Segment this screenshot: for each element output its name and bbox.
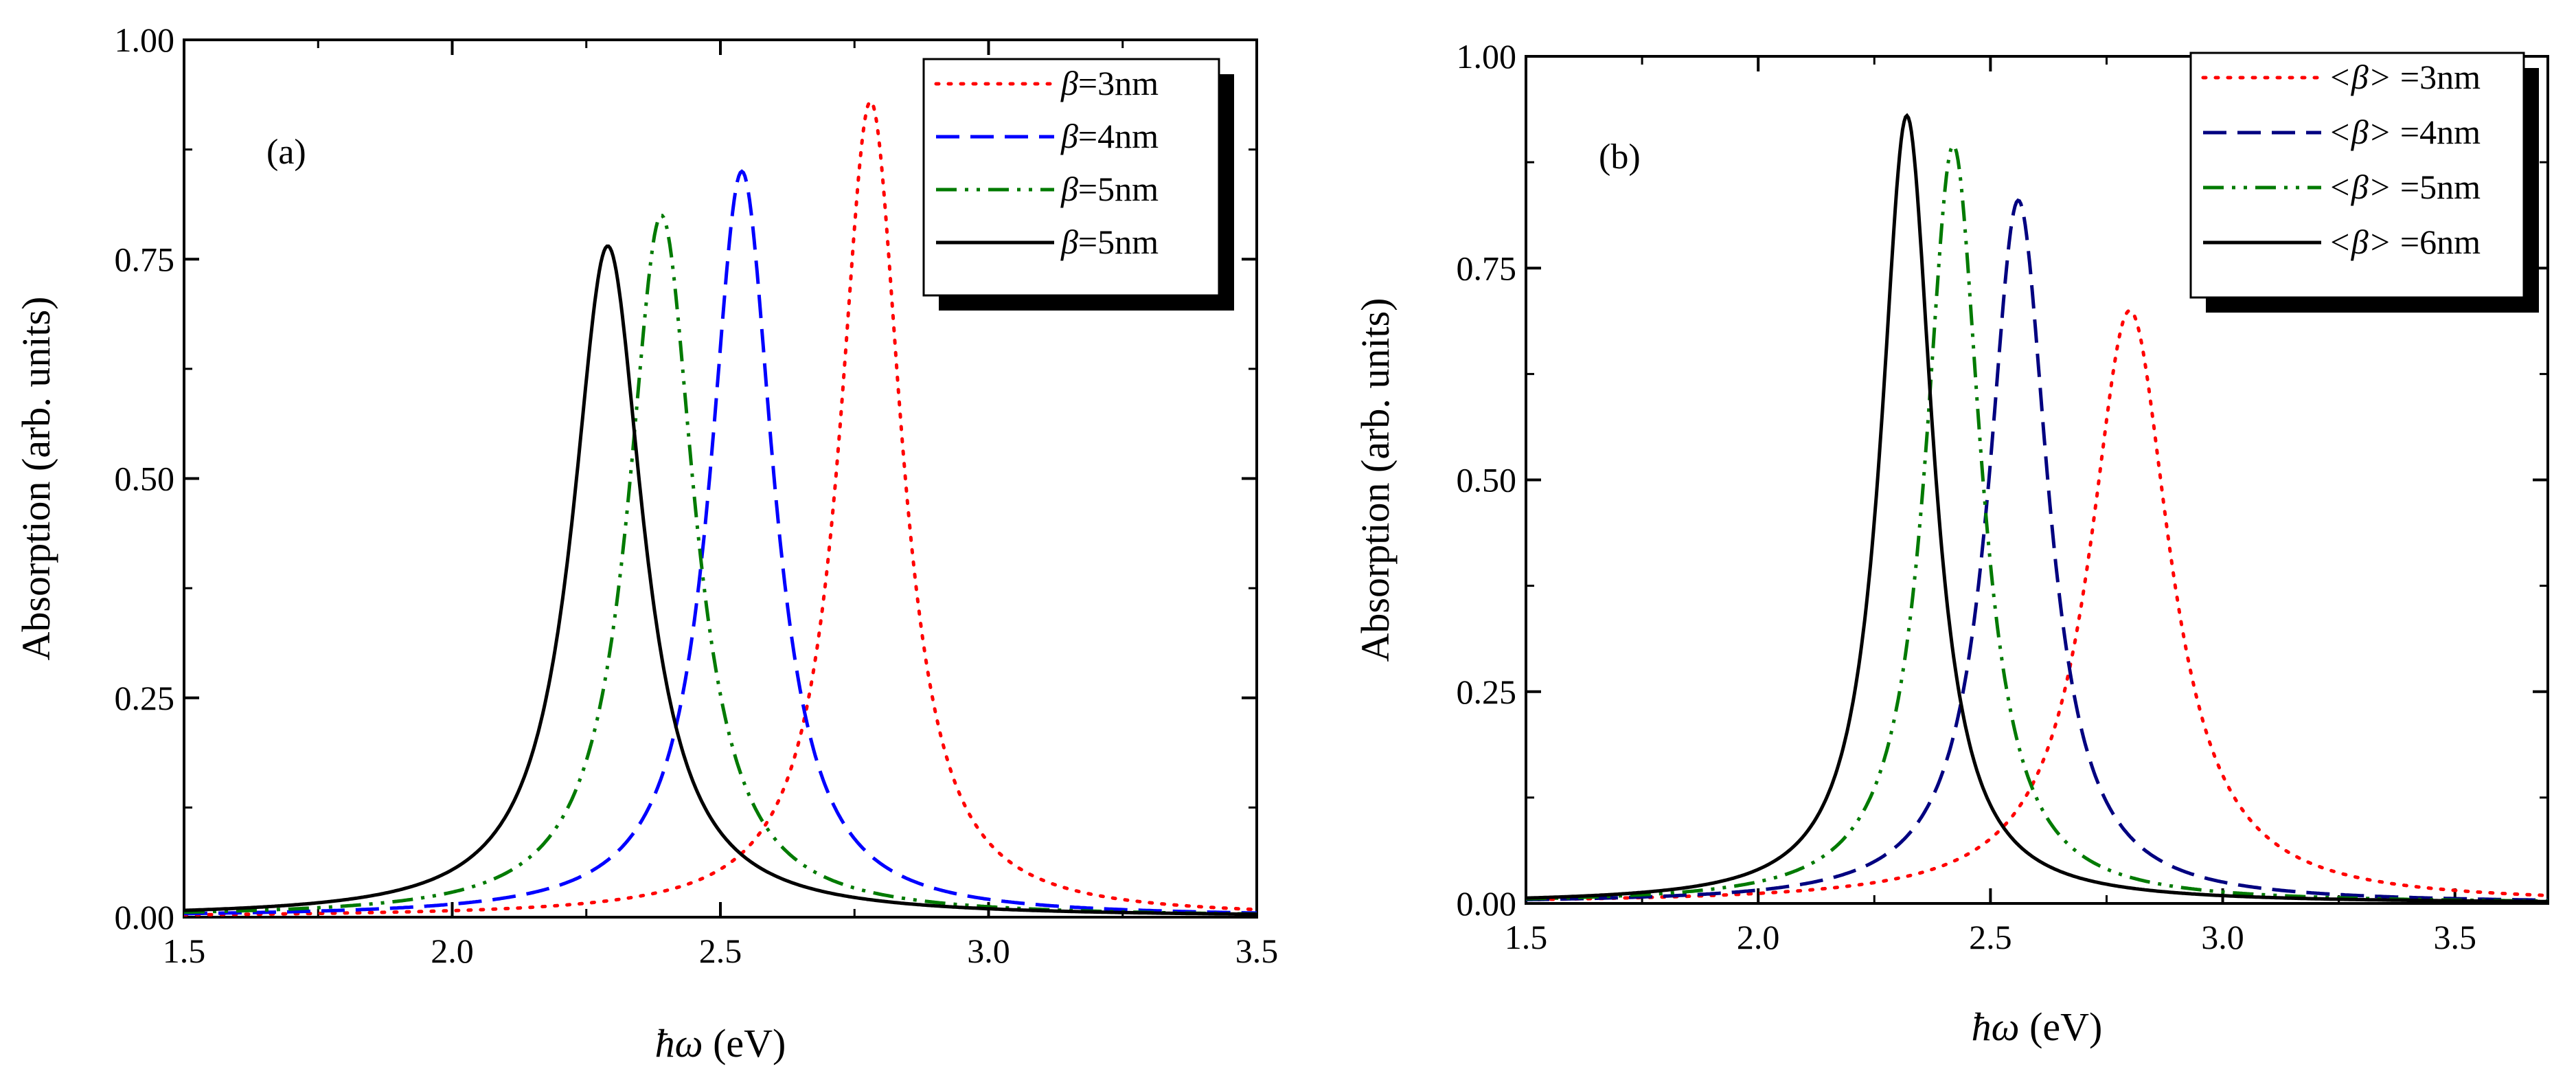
x-tick-label: 1.5 (1505, 918, 1548, 956)
y-axis-title: Absorption (arb. units) (1353, 298, 1398, 662)
x-tick-label: 1.5 (163, 932, 206, 970)
x-tick-label: 3.5 (1235, 932, 1279, 970)
legend-value: =3nm (1078, 64, 1159, 102)
legend-value: =6nm (2391, 223, 2481, 261)
y-tick-label: 0.25 (115, 679, 175, 717)
x-tick-label: 3.5 (2433, 918, 2476, 956)
x-tick-label: 2.5 (699, 932, 742, 970)
y-tick-label: 1.00 (115, 21, 175, 59)
x-tick-label: 2.0 (431, 932, 474, 970)
legend-label-3: <β> =5nm (2328, 168, 2481, 206)
y-tick-label: 1.00 (1457, 37, 1517, 76)
panel-label: (a) (266, 133, 306, 172)
legend-symbol: <β> (2328, 168, 2391, 206)
legend-value: =5nm (2391, 168, 2481, 206)
y-tick-label: 0.50 (1457, 461, 1517, 499)
x-axis-title: ħω (eV) (655, 1021, 786, 1066)
legend-symbol: β (1060, 223, 1078, 261)
x-tick-label: 2.5 (1969, 918, 2012, 956)
legend-value: =4nm (1078, 117, 1159, 155)
legend-symbol: <β> (2328, 223, 2391, 261)
series-line-4 (184, 244, 1257, 916)
series-line-2 (1526, 198, 2548, 902)
legend-symbol: β (1060, 64, 1078, 102)
legend-value: =3nm (2391, 58, 2481, 96)
x-axis-title: ħω (eV) (1972, 1004, 2103, 1049)
legend-box (2189, 52, 2525, 299)
legend-box (922, 58, 1220, 297)
x-axis-unit: (eV) (2020, 1004, 2103, 1049)
y-tick-label: 0.50 (115, 460, 175, 498)
x-axis-unit: (eV) (703, 1021, 786, 1066)
legend-label-4: β=5nm (1060, 223, 1159, 261)
legend-label-2: <β> =4nm (2328, 113, 2481, 151)
legend-value: =5nm (1078, 223, 1159, 261)
x-axis-symbol: ħω (655, 1021, 703, 1066)
y-tick-label: 0.25 (1457, 673, 1517, 711)
legend-symbol: <β> (2328, 113, 2391, 151)
y-tick-label: 0.75 (115, 240, 175, 278)
legend-label-1: β=3nm (1060, 64, 1159, 102)
series-line-3 (1526, 143, 2548, 903)
y-tick-label: 0.00 (115, 898, 175, 936)
series-line-1 (184, 99, 1257, 916)
x-tick-label: 2.0 (1737, 918, 1780, 956)
y-tick-label: 0.00 (1457, 884, 1517, 923)
legend-label-1: <β> =3nm (2328, 58, 2481, 96)
y-tick-label: 0.75 (1457, 249, 1517, 287)
x-axis-symbol: ħω (1972, 1004, 2020, 1049)
legend-symbol: β (1060, 170, 1078, 208)
y-axis-title: Absorption (arb. units) (14, 297, 58, 661)
x-tick-label: 3.0 (967, 932, 1010, 970)
x-tick-label: 3.0 (2201, 918, 2244, 956)
legend-symbol: β (1060, 117, 1078, 155)
legend-label-3: β=5nm (1060, 170, 1159, 208)
legend-label-2: β=4nm (1060, 117, 1159, 155)
chart-panel-a: 1.5 2.0 2.5 3.0 3.5 0.00 0.25 0.50 0.75 1.00 Absor… (14, 21, 1278, 1066)
legend-symbol: <β> (2328, 58, 2391, 96)
series-line-2 (184, 169, 1257, 916)
series-line-4 (1526, 113, 2548, 903)
panel-label: (b) (1599, 137, 1641, 177)
series-line-3 (184, 214, 1257, 916)
chart-panel-b: 1.5 2.0 2.5 3.0 3.5 0.00 0.25 0.50 0.75 1.00 Absor… (1353, 37, 2549, 1049)
legend-label-4: <β> =6nm (2328, 223, 2481, 261)
legend-value: =4nm (2391, 113, 2481, 151)
legend-value: =5nm (1078, 170, 1159, 208)
